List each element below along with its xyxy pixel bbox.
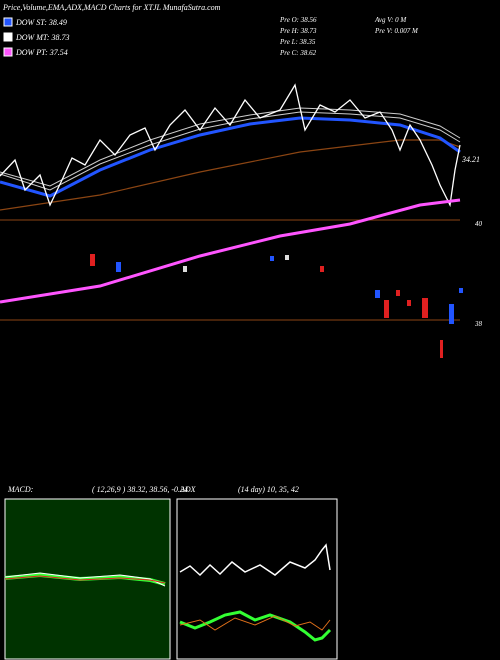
- candles: [90, 254, 463, 358]
- info-text: Pre L: 38.35: [279, 38, 316, 46]
- adx-panel: [176, 498, 338, 660]
- candle: [407, 300, 411, 306]
- info: Pre O: 38.56 Avg V: 0 M Pre H: 38.73 Pre…: [279, 16, 419, 57]
- price-label: 38: [474, 320, 483, 328]
- candle: [449, 304, 454, 324]
- candle: [440, 340, 443, 358]
- legend-swatch: [3, 17, 13, 27]
- candle: [270, 256, 274, 261]
- legend: DOW ST: 38.49 DOW MT: 38.73 DOW PT: 37.5…: [3, 17, 70, 57]
- candle: [396, 290, 400, 296]
- adx-label: ADX: [179, 485, 197, 494]
- legend-label: DOW ST: 38.49: [15, 18, 67, 27]
- ema-pt: [0, 198, 461, 304]
- info-text: Pre V: 0.007 M: [374, 27, 419, 35]
- di-minus: [179, 615, 331, 631]
- adx-params: (14 day) 10, 35, 42: [238, 485, 299, 494]
- candle: [422, 298, 428, 318]
- ema-mid: [0, 111, 461, 191]
- legend-swatch: [3, 47, 13, 57]
- candle: [375, 290, 380, 298]
- ema-short: [0, 116, 461, 198]
- ema-long: [0, 139, 461, 211]
- legend-label: DOW MT: 38.73: [15, 33, 70, 42]
- candle: [285, 255, 289, 260]
- info-text: Pre H: 38.73: [279, 27, 317, 35]
- di-plus: [179, 610, 332, 642]
- header-title: Price,Volume,EMA,ADX,MACD Charts for XTJ…: [2, 3, 221, 12]
- candle: [384, 300, 389, 318]
- legend-swatch: [3, 32, 13, 42]
- adx-line: [179, 543, 331, 577]
- price-label: 40: [475, 220, 483, 228]
- ema-mid-2: [0, 107, 461, 187]
- candle: [90, 254, 95, 266]
- candle: [116, 262, 121, 272]
- legend-label: DOW PT: 37.54: [15, 48, 68, 57]
- info-text: Avg V: 0 M: [374, 16, 407, 24]
- info-text: Pre O: 38.56: [279, 16, 317, 24]
- macd-label: MACD:: [7, 485, 34, 494]
- macd-params: ( 12,26,9 ) 38.32, 38.56, -0.24: [92, 485, 188, 494]
- price-label: 34.21: [461, 155, 480, 164]
- candle: [183, 266, 187, 272]
- candle: [459, 288, 463, 293]
- price-line: [0, 83, 461, 208]
- signal-line: [4, 575, 166, 584]
- info-text: Pre C: 38.62: [279, 49, 317, 57]
- candle: [320, 266, 324, 272]
